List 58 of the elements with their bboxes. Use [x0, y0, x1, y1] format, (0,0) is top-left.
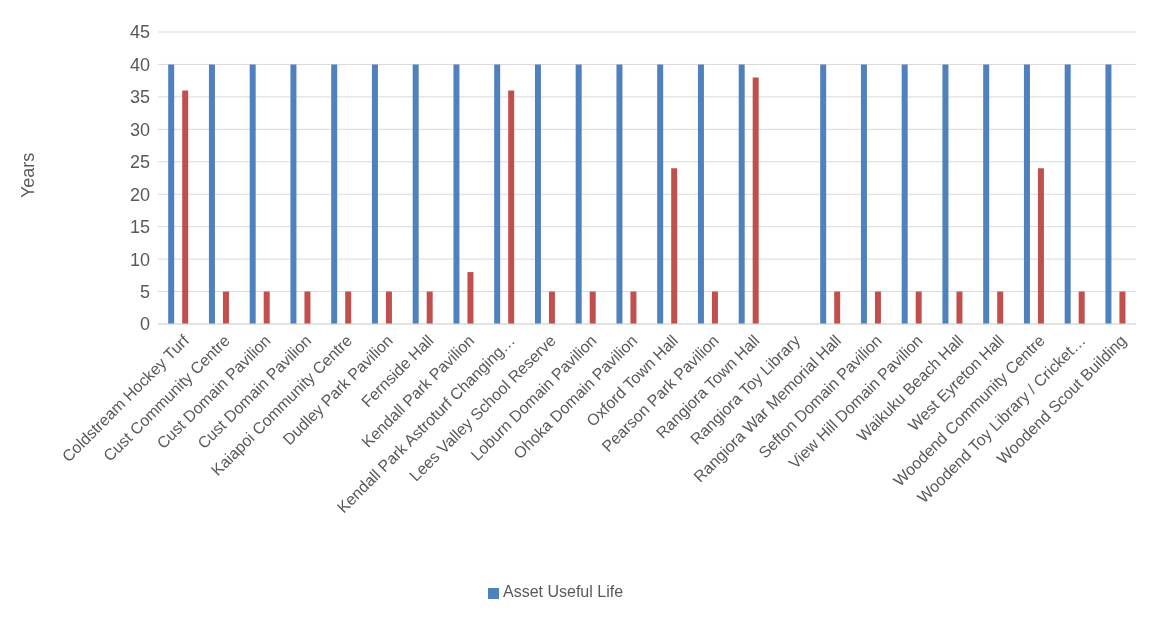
bar [371, 64, 378, 324]
y-tick-label: 30 [129, 119, 150, 140]
bar [426, 291, 433, 324]
bar [752, 77, 759, 324]
bar [711, 291, 718, 324]
y-tick-label: 35 [129, 87, 150, 108]
bar [208, 64, 215, 324]
bar [860, 64, 867, 324]
bar [453, 64, 460, 324]
y-tick-label: 20 [129, 184, 150, 205]
bar [697, 64, 704, 324]
bar [1023, 64, 1030, 324]
bar [575, 64, 582, 324]
bar [1078, 291, 1085, 324]
bar [1064, 64, 1071, 324]
bar [345, 291, 352, 324]
bar [548, 291, 555, 324]
bar [983, 64, 990, 324]
bar [616, 64, 623, 324]
bar [249, 64, 256, 324]
bar [630, 291, 637, 324]
bar [589, 291, 596, 324]
bar [671, 168, 678, 324]
y-tick-label: 40 [129, 54, 150, 75]
bar [997, 291, 1004, 324]
bar [222, 291, 229, 324]
y-tick-label: 45 [129, 22, 150, 43]
bar [1105, 64, 1112, 324]
bar [915, 291, 922, 324]
bar [385, 291, 392, 324]
y-tick-label: 15 [129, 217, 150, 238]
bar [168, 64, 175, 324]
y-tick-label: 25 [129, 152, 150, 173]
bar [304, 291, 311, 324]
y-axis-title: Years [18, 152, 39, 198]
bar [901, 64, 908, 324]
bar [182, 90, 189, 324]
y-tick-label: 10 [129, 249, 150, 270]
bar [820, 64, 827, 324]
bar [290, 64, 297, 324]
legend-label: Asset Useful Life [503, 583, 624, 601]
bar [263, 291, 270, 324]
bar [738, 64, 745, 324]
bar [956, 291, 963, 324]
bar [508, 90, 515, 324]
bar [412, 64, 419, 324]
bar [467, 272, 474, 324]
bar [534, 64, 541, 324]
y-tick-label: 5 [139, 281, 150, 302]
bar [1037, 168, 1044, 324]
bar [494, 64, 501, 324]
bar [331, 64, 338, 324]
bar [657, 64, 664, 324]
y-tick-label: 0 [139, 314, 150, 335]
bar [834, 291, 841, 324]
bar [874, 291, 881, 324]
bar [1119, 291, 1126, 324]
bar [942, 64, 949, 324]
